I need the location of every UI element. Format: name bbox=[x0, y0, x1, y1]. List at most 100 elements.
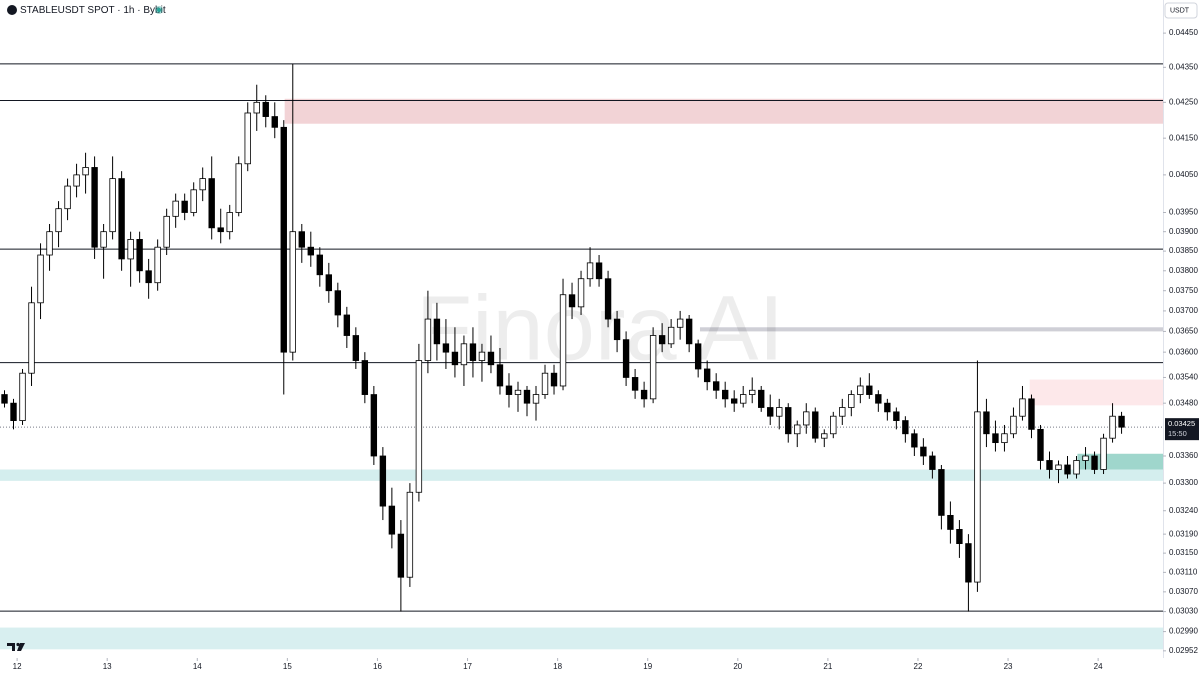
y-tick-label: 0.02990 bbox=[1169, 627, 1198, 636]
candle-body bbox=[983, 411, 990, 435]
candle-body bbox=[974, 411, 981, 583]
candle-body bbox=[758, 389, 765, 408]
candle-body bbox=[109, 178, 116, 233]
y-tick-label: 0.03480 bbox=[1169, 398, 1198, 407]
x-tick-label: 18 bbox=[553, 662, 562, 671]
candle-body bbox=[550, 372, 558, 387]
candle-body bbox=[343, 314, 351, 336]
candle-body bbox=[1064, 464, 1071, 475]
candle-body bbox=[442, 343, 450, 353]
candle-body bbox=[568, 294, 576, 308]
y-tick-label: 0.03190 bbox=[1169, 529, 1198, 538]
candle-body bbox=[839, 407, 846, 417]
candle-body bbox=[685, 318, 693, 345]
candle-body bbox=[1010, 415, 1017, 435]
candle-body bbox=[658, 335, 666, 345]
candle-body bbox=[956, 529, 963, 545]
candle-body bbox=[694, 343, 702, 370]
candle-body bbox=[920, 446, 927, 457]
x-tick-label: 19 bbox=[643, 662, 652, 671]
candle-body bbox=[388, 505, 396, 535]
candle-body bbox=[703, 368, 711, 383]
main-layer bbox=[0, 63, 1163, 612]
candle-body bbox=[812, 411, 819, 439]
candle-body bbox=[514, 389, 522, 395]
price-time: 15:50 bbox=[1168, 429, 1187, 438]
y-tick-label: 0.03030 bbox=[1169, 607, 1198, 616]
x-tick-label: 13 bbox=[103, 662, 112, 671]
y-tick-label: 0.03240 bbox=[1169, 506, 1198, 515]
candle-body bbox=[767, 407, 774, 417]
candle-body bbox=[776, 407, 783, 417]
candle-body bbox=[163, 215, 170, 248]
candle-body bbox=[848, 394, 855, 408]
candle-body bbox=[37, 254, 44, 304]
candle-body bbox=[136, 239, 143, 272]
candle-body bbox=[740, 394, 747, 404]
candle-body bbox=[478, 351, 486, 361]
candle-body bbox=[622, 339, 630, 378]
candle-body bbox=[208, 178, 215, 229]
candle-body bbox=[19, 372, 26, 421]
price-label: 0.03425 bbox=[1168, 419, 1195, 428]
candle-body bbox=[298, 231, 305, 248]
candle-body bbox=[451, 351, 459, 366]
y-tick-label: 0.03600 bbox=[1169, 347, 1198, 356]
candle-body bbox=[965, 543, 972, 583]
candle-body bbox=[1109, 415, 1116, 439]
y-tick-label: 0.03150 bbox=[1169, 548, 1198, 557]
candle-body bbox=[28, 302, 35, 374]
candle-body bbox=[1019, 398, 1026, 417]
candle-body bbox=[433, 318, 441, 345]
candle-body bbox=[154, 246, 161, 284]
candle-body bbox=[226, 212, 233, 233]
candle-body bbox=[1073, 460, 1080, 475]
y-tick-label: 0.04250 bbox=[1169, 97, 1198, 106]
candle-body bbox=[361, 360, 369, 395]
y-tick-label: 0.03900 bbox=[1169, 227, 1198, 236]
candle-body bbox=[1055, 464, 1062, 470]
candle-body bbox=[640, 389, 648, 400]
candle-body bbox=[875, 394, 882, 404]
candle-body bbox=[289, 231, 296, 353]
candle-body bbox=[1118, 415, 1125, 428]
zone bbox=[284, 98, 1163, 124]
candle-body bbox=[415, 360, 423, 493]
candle-body bbox=[460, 343, 468, 366]
candle-body bbox=[262, 101, 269, 117]
candle-body bbox=[82, 167, 89, 176]
logo-part bbox=[16, 642, 20, 647]
x-tick-label: 23 bbox=[1004, 662, 1013, 671]
candle-body bbox=[64, 185, 71, 210]
candle-body bbox=[586, 262, 594, 280]
watermark: Finora AI bbox=[416, 277, 784, 379]
x-tick-label: 21 bbox=[823, 662, 832, 671]
candle-body bbox=[190, 189, 197, 213]
x-tick-label: 16 bbox=[373, 662, 382, 671]
y-tick-label: 0.03700 bbox=[1169, 306, 1198, 315]
candle-body bbox=[938, 469, 945, 516]
y-tick-label: 0.03300 bbox=[1169, 478, 1198, 487]
candle-body bbox=[992, 433, 999, 444]
candle-body bbox=[1001, 433, 1008, 444]
candle-body bbox=[10, 402, 17, 421]
x-tick-label: 20 bbox=[733, 662, 742, 671]
candle-body bbox=[352, 335, 360, 361]
candle-body bbox=[559, 294, 567, 387]
candle-body bbox=[1100, 437, 1107, 470]
candle-body bbox=[406, 491, 414, 578]
y-tick-label: 0.04450 bbox=[1169, 28, 1198, 37]
candle-body bbox=[172, 200, 179, 217]
x-tick-label: 14 bbox=[193, 662, 202, 671]
zone bbox=[0, 627, 1163, 650]
candle-body bbox=[199, 178, 206, 191]
candle-body bbox=[541, 372, 549, 395]
currency-box[interactable] bbox=[1164, 2, 1198, 19]
x-tick-label: 22 bbox=[914, 662, 923, 671]
candle-body bbox=[667, 326, 675, 345]
candle-body bbox=[604, 278, 612, 320]
chart-title: STABLEUSDT SPOT · 1h · Bybit bbox=[20, 5, 166, 16]
x-tick-label: 15 bbox=[283, 662, 292, 671]
candle-body bbox=[127, 239, 134, 260]
